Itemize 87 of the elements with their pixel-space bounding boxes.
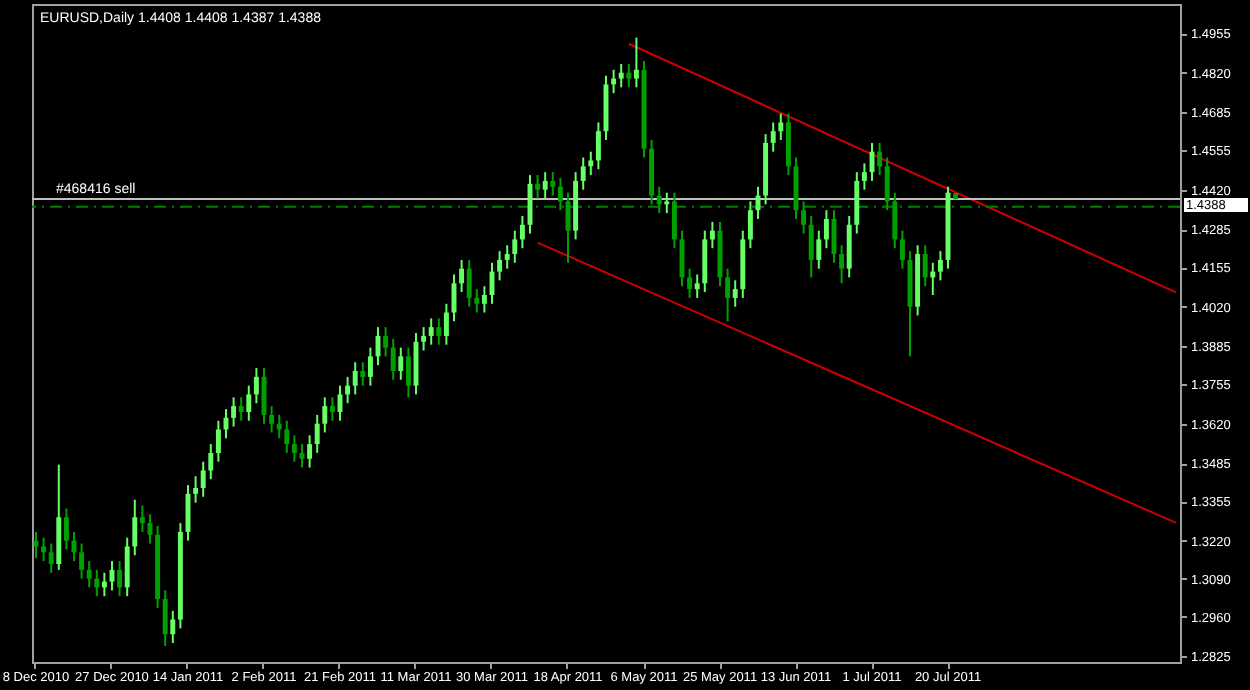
candlestick	[778, 112, 784, 141]
candlestick	[398, 346, 404, 381]
candlestick	[367, 346, 373, 387]
candlestick	[443, 302, 449, 346]
candlestick	[884, 156, 890, 212]
candlestick	[816, 229, 822, 270]
candlestick	[747, 200, 753, 250]
candlestick	[535, 174, 541, 200]
candlestick	[208, 443, 214, 481]
candlestick	[86, 560, 92, 589]
candlestick	[436, 317, 442, 346]
candlestick	[390, 337, 396, 381]
candlestick	[519, 215, 525, 250]
candlestick	[314, 413, 320, 454]
candlestick	[618, 62, 624, 89]
candlestick	[139, 504, 145, 533]
candlestick	[405, 346, 411, 399]
candlestick	[124, 536, 130, 598]
candlestick	[428, 317, 434, 346]
candlestick	[497, 250, 503, 282]
candlestick	[694, 273, 700, 299]
candlestick	[269, 405, 275, 434]
candlestick	[200, 460, 206, 498]
candlestick	[664, 191, 670, 215]
candlestick	[861, 162, 867, 191]
candlestick	[466, 258, 472, 308]
candlestick	[702, 229, 708, 294]
candlestick	[322, 396, 328, 434]
candlestick	[170, 609, 176, 644]
candlestick	[595, 121, 601, 171]
candlestick	[550, 171, 556, 197]
candlestick	[307, 434, 313, 469]
candlestick	[785, 112, 791, 177]
candlestick	[193, 475, 199, 504]
candlestick	[79, 542, 85, 580]
candlestick	[481, 285, 487, 314]
candlestick	[246, 384, 252, 422]
candlestick	[345, 375, 351, 405]
candlestick	[504, 244, 510, 270]
candlestick	[459, 258, 465, 294]
candlestick	[421, 326, 427, 352]
candlestick	[725, 267, 731, 323]
candlestick	[132, 498, 138, 557]
candlestick	[291, 434, 297, 463]
candlestick	[937, 250, 943, 282]
candlestick	[687, 267, 693, 299]
candlestick	[48, 542, 54, 574]
candlestick	[808, 215, 814, 279]
candlestick	[839, 244, 845, 285]
candlestick	[238, 396, 244, 422]
candlestick	[383, 326, 389, 358]
candlestick	[253, 367, 259, 405]
candlestick	[671, 191, 677, 250]
candlestick	[892, 191, 898, 250]
candlestick	[474, 288, 480, 314]
candlestick	[41, 536, 47, 563]
candlestick	[656, 185, 662, 215]
candlestick	[512, 229, 518, 264]
candlestick	[284, 419, 290, 454]
candlestick	[542, 171, 548, 200]
candlestick	[329, 396, 335, 422]
candlestick	[854, 171, 860, 235]
candlestick	[801, 200, 807, 235]
candlestick	[276, 413, 282, 440]
candlestick	[162, 589, 168, 647]
candlestick	[846, 215, 852, 279]
candlestick	[588, 150, 594, 177]
candlestick	[557, 177, 563, 212]
candlestick	[770, 121, 776, 153]
candlestick	[922, 244, 928, 288]
candlestick	[215, 419, 221, 463]
candlestick	[709, 220, 715, 250]
candlestick	[580, 156, 586, 191]
candlestick	[352, 361, 358, 396]
candlestick	[63, 507, 69, 551]
candlestick	[94, 568, 100, 598]
candlestick	[626, 62, 632, 89]
candlestick	[732, 279, 738, 308]
candlestick	[231, 396, 237, 428]
candlestick	[877, 141, 883, 177]
candlestick	[899, 229, 905, 270]
candlestick	[823, 209, 829, 250]
candlestick	[360, 361, 366, 387]
candlestick	[117, 560, 123, 598]
candlestick	[649, 138, 655, 206]
candlestick	[633, 36, 639, 89]
candlestick	[56, 463, 62, 571]
